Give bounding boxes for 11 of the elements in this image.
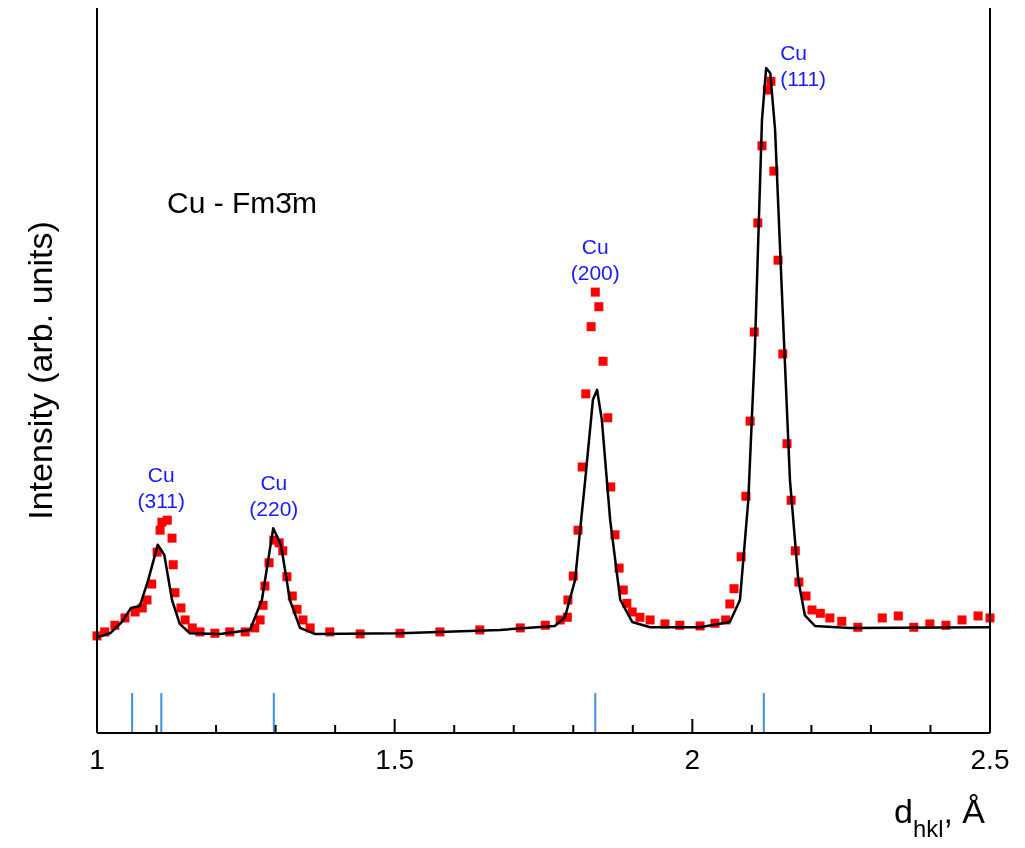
annotation: Cu (111) bbox=[780, 41, 827, 90]
annotation: Cu (311) bbox=[137, 463, 186, 513]
x-tick-label: 2.5 bbox=[970, 744, 1010, 775]
annotation: Cu (220) bbox=[249, 471, 299, 521]
annotation: Cu (200) bbox=[570, 235, 620, 285]
x-tick-label: 1 bbox=[89, 744, 105, 775]
x-tick-label: 2 bbox=[684, 744, 701, 775]
annotation: Cu - Fm3̄m bbox=[167, 186, 317, 219]
y-axis-title: Intensity (arb. units) bbox=[21, 221, 59, 520]
x-axis-title: d$_{hkl}$, Å bbox=[894, 792, 986, 842]
x-tick-label: 1.5 bbox=[375, 744, 415, 775]
